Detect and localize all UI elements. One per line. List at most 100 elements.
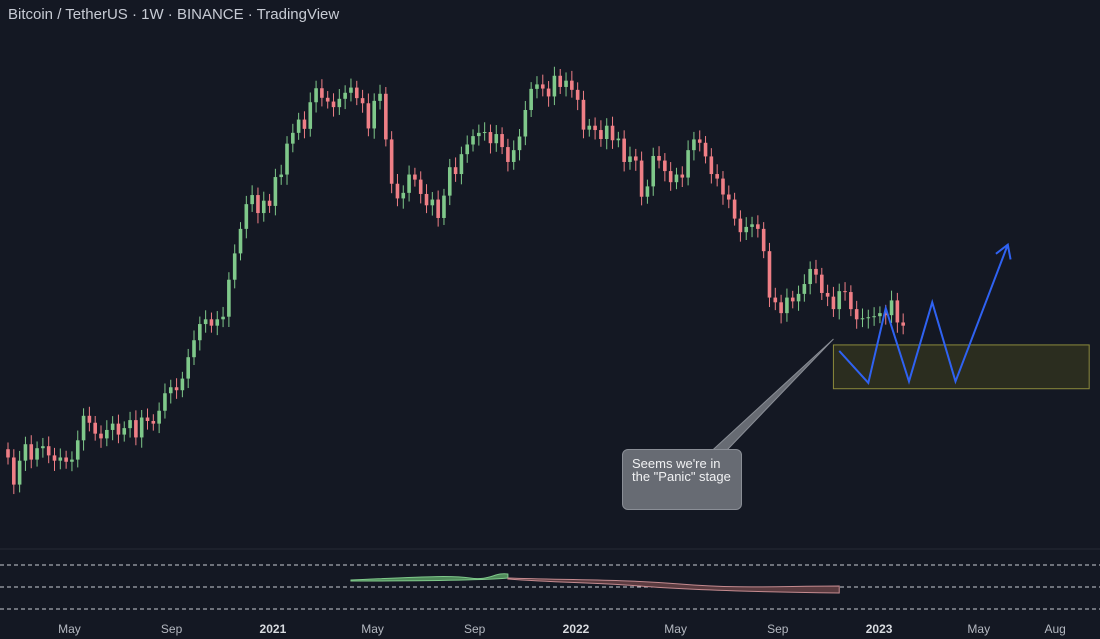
candle-body [99,433,103,439]
candle-body [889,300,894,316]
candle-body [738,218,743,233]
candle-body [203,319,208,325]
candle-body [610,125,615,141]
candle-body [168,387,173,394]
candle-body [599,130,603,140]
candle-body [389,139,394,184]
candle-body [854,309,859,320]
candle-body [796,293,801,302]
candle-body [668,171,673,183]
candle-body [674,174,679,183]
candle-body [354,87,359,99]
x-tick-label: Sep [161,622,183,636]
candle-body [552,75,557,97]
candle-body [843,291,847,293]
candle-body [308,102,313,129]
candle-body [535,84,539,89]
candle-body [157,410,161,424]
candle-body [261,200,266,214]
candle-body [651,155,656,187]
candle-body [761,228,766,252]
candle-body [70,459,74,462]
candle-body [895,300,900,323]
candle-body [523,109,528,137]
candle-body [320,88,324,98]
candle-body [546,88,551,97]
candle-body [849,292,853,310]
candle-body [116,423,121,435]
candle-body [6,449,10,458]
candle-body [46,446,51,456]
candle-body [314,88,318,103]
candle-body [227,279,231,317]
candle-body [180,378,185,391]
candle-body [570,80,574,90]
candle-body [860,318,865,320]
candle-body [372,100,377,129]
candle-body [122,428,127,435]
candle-body [343,92,347,99]
candle-body [645,186,650,197]
candle-body [17,460,22,485]
candle-body [558,75,563,87]
candle-body [250,195,254,205]
candle-body [273,177,278,206]
candle-body [418,179,423,194]
candle-body [41,446,45,449]
candle-body [256,195,260,214]
candle-body [384,93,388,140]
candle-body [785,297,789,314]
candle-body [430,199,435,206]
candle-body [291,132,295,144]
candle-body [692,139,696,151]
candle-body [633,156,638,161]
candle-body [75,440,80,460]
candle-body [726,194,731,200]
candle-body [442,195,446,218]
candle-body [105,429,109,439]
candle-body [587,125,592,130]
x-tick-label: Sep [767,622,789,636]
candle-body [482,132,487,134]
candle-body [436,199,440,218]
annotation-callout[interactable]: Seems we're in the "Panic" stage [622,449,742,510]
candle-body [866,317,871,319]
candle-body [285,143,289,175]
candle-body [773,297,778,303]
x-tick-label: May [664,622,687,636]
candle-body [721,178,725,195]
candle-body [331,101,336,108]
candle-body [819,274,824,293]
candle-body [93,422,97,434]
candle-body [29,444,34,460]
candle-body [35,448,39,460]
candle-body [395,183,400,199]
candle-body [477,132,481,137]
candle-body [58,457,63,461]
candle-body [23,444,28,461]
candle-body [145,417,150,421]
candle-body [802,284,807,294]
candle-body [366,103,371,129]
candle-body [447,167,452,196]
candle-body [128,420,132,429]
candle-body [337,98,342,108]
candle-body [622,138,626,162]
candle-body [186,357,190,379]
candle-body [349,87,353,93]
candle-body [134,420,138,438]
candle-body [296,119,301,133]
candle-body [581,99,586,130]
candle-body [756,224,760,229]
candle-body [680,174,685,178]
candle-body [279,174,284,178]
candle-body [192,340,196,358]
candle-body [593,125,597,131]
candle-body [744,226,749,233]
candle-body [198,324,202,341]
candle-body [628,156,632,162]
candle-body [174,387,179,391]
candle-body [779,302,783,314]
